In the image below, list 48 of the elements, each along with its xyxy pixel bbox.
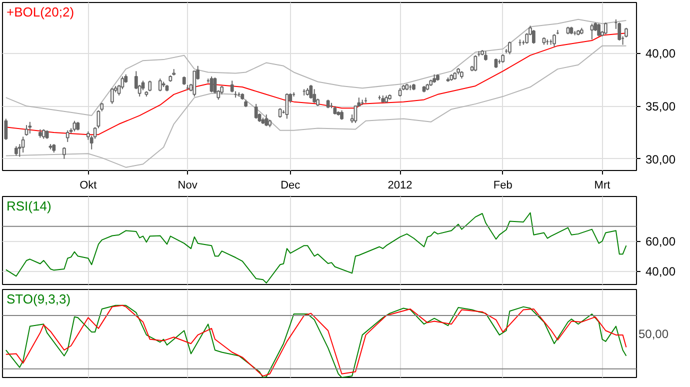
candlestick — [618, 22, 622, 42]
y-tick-label: 40,00 — [646, 46, 676, 61]
series-label: STO(9,3,3) — [6, 292, 71, 306]
candlestick — [340, 110, 344, 120]
text: RSI(14) — [6, 198, 52, 214]
candlestick — [604, 22, 608, 35]
x-tick-label: Okt — [80, 180, 97, 192]
candlestick — [312, 88, 316, 104]
candlestick — [158, 78, 162, 92]
candlestick — [597, 23, 600, 37]
line-series — [5, 45, 627, 168]
candlestick — [21, 136, 25, 154]
candlestick — [42, 128, 46, 140]
candlestick — [72, 120, 76, 132]
text: +BOL(20;2) — [6, 4, 74, 20]
candlestick — [484, 50, 488, 62]
candlestick — [508, 41, 512, 55]
x-tick-label: Mrt — [594, 180, 610, 192]
candlestick — [532, 29, 536, 44]
candlestick — [14, 146, 18, 156]
candlestick — [4, 118, 8, 140]
candlestick — [285, 92, 289, 120]
x-tick-label: Dec — [280, 180, 301, 192]
line-series — [5, 18, 627, 116]
y-tick-label: 60,00 — [646, 234, 676, 249]
y-tick-label: 40,00 — [646, 264, 676, 279]
candlestick — [309, 84, 313, 100]
text: 50,00 — [638, 327, 669, 341]
candlestick — [148, 80, 152, 92]
line-series — [5, 212, 627, 284]
candlestick — [62, 146, 66, 160]
candlestick — [590, 23, 594, 40]
x-tick-label: Feb — [493, 180, 512, 192]
candlestick — [28, 121, 32, 134]
candlestick — [354, 106, 358, 124]
y-tick-label: 35,00 — [646, 100, 676, 114]
candlestick — [474, 54, 478, 72]
candlestick — [254, 103, 258, 120]
candlestick — [278, 108, 282, 118]
candlestick — [494, 58, 498, 69]
candlestick — [552, 34, 556, 48]
candlestick — [66, 130, 70, 142]
candlestick — [264, 114, 268, 127]
x-tick-label: 2012 — [388, 180, 412, 192]
y-tick-label: 30,00 — [646, 152, 676, 166]
candlestick — [210, 76, 214, 93]
candlestick — [110, 88, 114, 104]
x-tick-label: Nov — [178, 180, 198, 192]
